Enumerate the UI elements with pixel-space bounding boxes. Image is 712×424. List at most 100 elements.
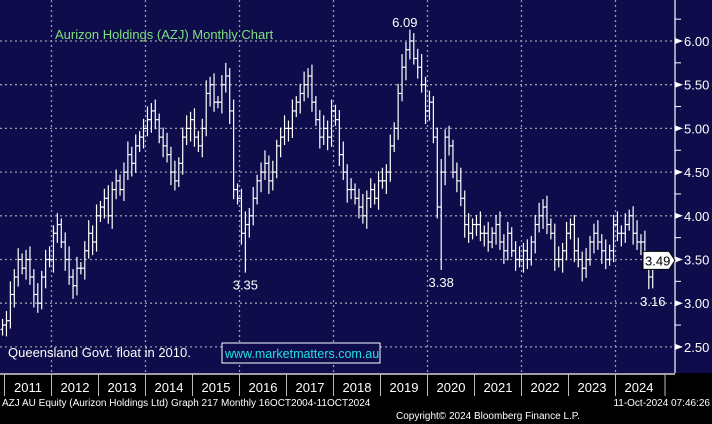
extreme-label: 3.38 (429, 275, 454, 290)
ohlc-bar (505, 221, 510, 261)
ohlc-bar (12, 269, 17, 308)
ohlc-bar (129, 146, 134, 177)
ohlc-bar (20, 253, 25, 275)
ohlc-bar (176, 157, 181, 187)
ohlc-bar (435, 127, 440, 219)
ohlc-bar (541, 199, 546, 229)
ohlc-bar (384, 164, 389, 194)
ohlc-bar (349, 178, 354, 200)
y-tick-marker (675, 38, 683, 44)
ohlc-bar (270, 160, 275, 191)
ohlc-bar (427, 90, 432, 121)
ohlc-bar (415, 48, 420, 79)
ohlc-bar (102, 188, 107, 219)
ohlc-bar (313, 96, 318, 126)
ohlc-bar (595, 220, 600, 250)
ohlc-bar (274, 139, 279, 179)
ohlc-bar (372, 183, 377, 205)
ohlc-bar (86, 220, 91, 259)
ohlc-bar (98, 200, 103, 222)
ohlc-bar (137, 131, 142, 152)
ohlc-bar (192, 108, 197, 147)
ohlc-bar (106, 185, 111, 224)
ohlc-bar (121, 162, 126, 201)
ohlc-bar (396, 83, 401, 140)
ohlc-bar (63, 232, 68, 271)
ohlc-bar (286, 120, 291, 142)
ohlc-bar (114, 169, 119, 200)
ohlc-bar (212, 73, 217, 112)
x-tick-label: 2013 (108, 380, 137, 395)
ohlc-bar (400, 54, 405, 102)
last-price-tag (642, 250, 676, 270)
ohlc-bar (462, 190, 467, 238)
ohlc-bar (568, 218, 573, 240)
ohlc-bar (517, 246, 522, 268)
x-tick-label: 2018 (343, 380, 372, 395)
ohlc-bar (607, 244, 612, 266)
plot-background (0, 0, 675, 373)
x-tick-label: 2021 (484, 380, 513, 395)
float-note: Queensland Govt. float in 2010. (8, 345, 191, 360)
ohlc-bar (168, 146, 173, 186)
ohlc-bar (431, 96, 436, 144)
ohlc-bar (184, 115, 189, 146)
y-tick-label: 6.00 (684, 34, 709, 49)
ohlc-bar (533, 214, 538, 254)
footer-timestamp: 11-Oct-2024 07:46:26 (613, 398, 710, 409)
ohlc-bar (486, 221, 491, 252)
ohlc-bar (333, 104, 338, 126)
ohlc-bar (615, 211, 620, 242)
ohlc-bar (215, 96, 220, 109)
x-tick-label: 2012 (61, 380, 90, 395)
ohlc-bar (16, 248, 21, 287)
ohlc-bar (356, 188, 361, 219)
ohlc-bar (153, 99, 158, 130)
extreme-label: 3.35 (233, 278, 258, 293)
y-tick-label: 3.00 (684, 296, 709, 311)
ohlc-bar (564, 221, 569, 261)
ohlc-bar (259, 162, 264, 193)
ohlc-bar (298, 83, 303, 114)
y-tick-marker (675, 212, 683, 219)
last-price-label: 3.49 (645, 253, 670, 268)
website-link[interactable]: www.marketmatters.com.au (224, 347, 379, 361)
ohlc-bar (353, 183, 358, 205)
ohlc-bar (419, 54, 424, 93)
ohlc-bar (572, 214, 577, 263)
ohlc-bar (141, 118, 146, 149)
y-tick-marker (675, 300, 683, 307)
ohlc-bar (39, 270, 44, 310)
ohlc-bar (219, 75, 224, 114)
ohlc-bar (145, 106, 150, 137)
x-tick-label: 2024 (625, 380, 654, 395)
ohlc-bar (243, 211, 248, 273)
ohlc-bar (345, 164, 350, 203)
ohlc-bar (635, 220, 640, 250)
ohlc-bar (282, 115, 287, 146)
ohlc-bar (474, 214, 479, 236)
y-tick-marker (675, 343, 683, 350)
ohlc-bar (443, 129, 448, 186)
ohlc-bar (329, 99, 334, 147)
ohlc-bar (74, 256, 79, 296)
y-tick-marker (675, 256, 683, 263)
ohlc-bar (525, 239, 530, 270)
ohlc-bar (439, 158, 444, 270)
ohlc-bar (43, 249, 48, 289)
ohlc-bar (360, 193, 365, 224)
ohlc-bar (623, 213, 628, 243)
ohlc-bar (309, 64, 314, 112)
ohlc-bar (290, 99, 295, 139)
ohlc-bar (67, 246, 72, 285)
x-tick-label: 2015 (202, 380, 231, 395)
ohlc-bar (494, 214, 499, 245)
ohlc-bar (584, 248, 589, 278)
ohlc-bar (454, 162, 459, 193)
ohlc-bar (90, 225, 95, 256)
ohlc-bar (325, 120, 330, 151)
ohlc-bar (497, 211, 502, 250)
ohlc-bar (470, 218, 475, 240)
ohlc-bar (388, 134, 393, 182)
x-tick-label: 2014 (155, 380, 184, 395)
